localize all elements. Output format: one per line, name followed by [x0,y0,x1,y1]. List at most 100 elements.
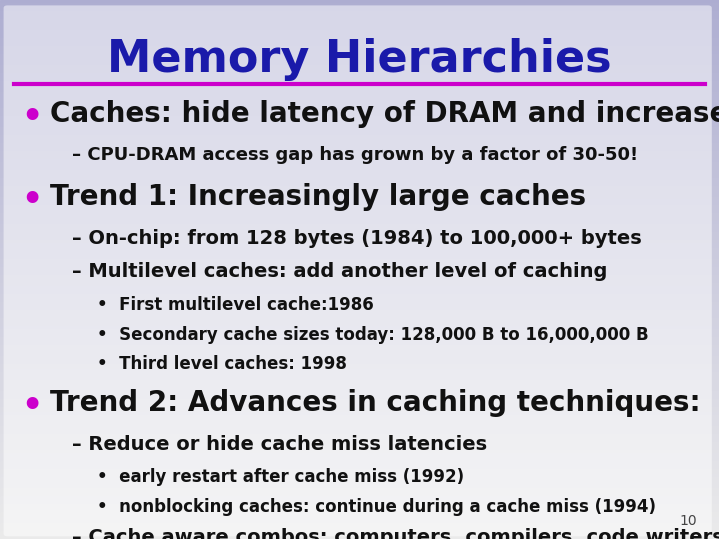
Bar [0,283,719,286]
Bar [0,350,719,353]
Bar [0,86,719,89]
Bar [0,305,719,307]
Bar [0,369,719,372]
Bar [0,51,719,54]
Bar [0,288,719,291]
Bar [0,356,719,358]
Bar [0,526,719,528]
Bar [0,464,719,466]
Bar [0,143,719,146]
Bar [0,78,719,81]
Bar [0,156,719,159]
Bar [0,0,719,3]
Bar [0,315,719,318]
Bar [0,326,719,329]
Bar [0,348,719,350]
Bar [0,496,719,499]
Bar [0,399,719,402]
Bar [0,439,719,442]
Bar [0,102,719,105]
Bar [0,253,719,256]
Text: •  Third level caches: 1998: • Third level caches: 1998 [97,355,347,373]
Bar [0,534,719,536]
Bar [0,43,719,46]
Bar [0,27,719,30]
Bar [0,264,719,267]
Bar [0,377,719,380]
Bar [0,164,719,167]
Bar [0,523,719,526]
Bar [0,391,719,393]
Bar [0,423,719,426]
Bar [0,151,719,154]
Bar [0,32,719,35]
Bar [0,70,719,73]
Bar [0,199,719,202]
Bar [0,189,719,191]
Bar [0,270,719,272]
Bar [0,353,719,356]
Bar [0,75,719,78]
Text: – Multilevel caches: add another level of caching: – Multilevel caches: add another level o… [72,262,608,281]
Bar [0,310,719,313]
Bar [0,46,719,49]
Bar [0,237,719,240]
Bar [0,62,719,65]
Bar [0,488,719,490]
Text: – CPU-DRAM access gap has grown by a factor of 30-50!: – CPU-DRAM access gap has grown by a fac… [72,146,638,163]
Bar [0,461,719,464]
Bar [0,197,719,199]
Bar [0,110,719,113]
Bar [0,517,719,520]
Bar [0,162,719,164]
Bar [0,224,719,226]
Bar [0,407,719,410]
Text: •  nonblocking caches: continue during a cache miss (1994): • nonblocking caches: continue during a … [97,498,656,516]
Bar [0,536,719,539]
Bar [0,245,719,248]
Bar [0,178,719,181]
Bar [0,402,719,404]
Bar [0,334,719,337]
Bar [0,97,719,100]
Bar [0,218,719,221]
Text: Trend 2: Advances in caching techniques:: Trend 2: Advances in caching techniques: [50,389,701,417]
Bar [0,515,719,517]
Text: – Cache aware combos: computers, compilers, code writers: – Cache aware combos: computers, compile… [72,528,719,539]
Bar [0,318,719,321]
Bar [0,146,719,148]
Text: – Reduce or hide cache miss latencies: – Reduce or hide cache miss latencies [72,435,487,454]
Bar [0,302,719,305]
Bar [0,447,719,450]
Text: •  First multilevel cache:1986: • First multilevel cache:1986 [97,296,374,314]
Bar [0,337,719,340]
Bar [0,458,719,461]
Bar [0,331,719,334]
Bar [0,216,719,218]
Bar [0,213,719,216]
Bar [0,183,719,186]
Bar [0,286,719,288]
Text: – On-chip: from 128 bytes (1984) to 100,000+ bytes: – On-chip: from 128 bytes (1984) to 100,… [72,229,641,248]
Bar [0,16,719,19]
Bar [0,531,719,534]
Bar [0,49,719,51]
Bar [0,272,719,275]
Bar [0,437,719,439]
Bar [0,81,719,84]
Bar [0,490,719,493]
Bar [0,240,719,243]
Bar [0,94,719,97]
Bar [0,116,719,119]
Bar [0,137,719,140]
Bar [0,40,719,43]
Bar [0,507,719,509]
Bar [0,105,719,108]
Bar [0,431,719,434]
Bar [0,455,719,458]
Bar [0,477,719,480]
Bar [0,372,719,375]
Text: Caches: hide latency of DRAM and increase BW: Caches: hide latency of DRAM and increas… [50,100,719,128]
Bar [0,480,719,482]
Bar [0,493,719,496]
